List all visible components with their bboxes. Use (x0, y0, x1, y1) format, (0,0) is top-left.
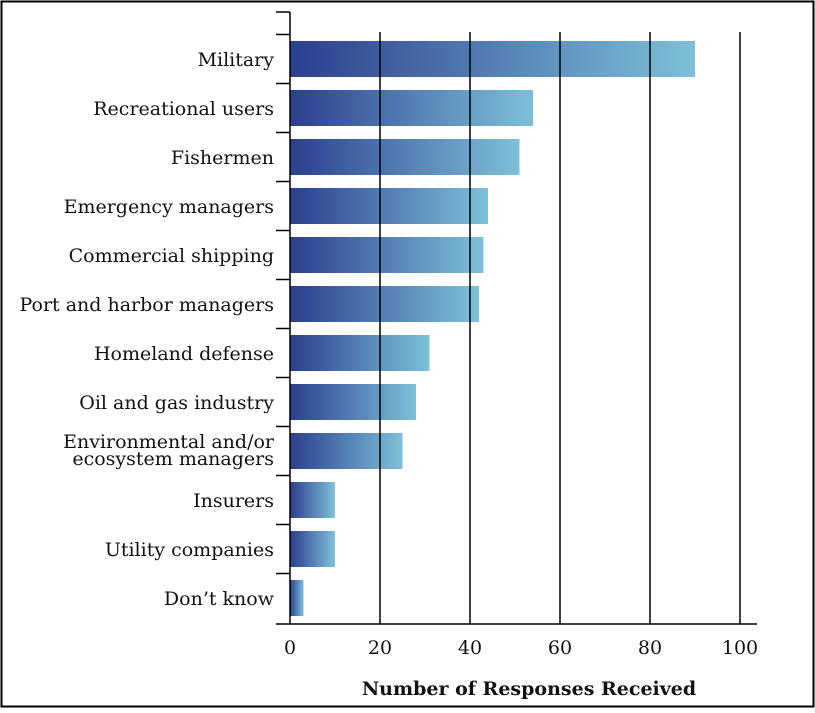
category-label: Emergency managers (64, 196, 274, 218)
category-labels: Military Recreational users Fishermen Emerg… (20, 49, 275, 610)
category-label: Port and harbor managers (20, 294, 275, 316)
x-tick-label: 40 (458, 637, 482, 659)
bar (290, 139, 520, 175)
category-label: Oil and gas industry (79, 392, 274, 414)
bar (290, 384, 416, 420)
bar (290, 335, 430, 371)
x-axis-title: Number of Responses Received (362, 678, 696, 700)
x-tick-label: 100 (722, 637, 758, 659)
bar (290, 188, 488, 224)
category-label: Homeland defense (94, 343, 274, 365)
category-label: Utility companies (105, 539, 274, 561)
category-label: Insurers (193, 490, 274, 512)
axes (276, 11, 757, 625)
tick-labels: 0 20 40 60 80 100 (284, 637, 758, 659)
x-tick-label: 0 (284, 637, 296, 659)
bar (290, 531, 335, 567)
category-label: Recreational users (93, 98, 274, 120)
bar (290, 286, 479, 322)
category-label: Fishermen (171, 147, 274, 169)
x-tick-label: 20 (368, 637, 392, 659)
category-label: Commercial shipping (69, 245, 274, 267)
bars-layer (290, 41, 695, 616)
category-label: Don’t know (164, 588, 275, 610)
bar (290, 90, 533, 126)
x-tick-label: 80 (638, 637, 662, 659)
gridlines (379, 32, 741, 624)
bar (290, 41, 695, 77)
category-label: Environmental and/or ecosystem managers (63, 431, 275, 470)
category-label: Military (198, 49, 275, 71)
bar (290, 580, 304, 616)
x-tick-label: 60 (548, 637, 572, 659)
bar (290, 482, 335, 518)
bar (290, 433, 403, 469)
bar (290, 237, 484, 273)
